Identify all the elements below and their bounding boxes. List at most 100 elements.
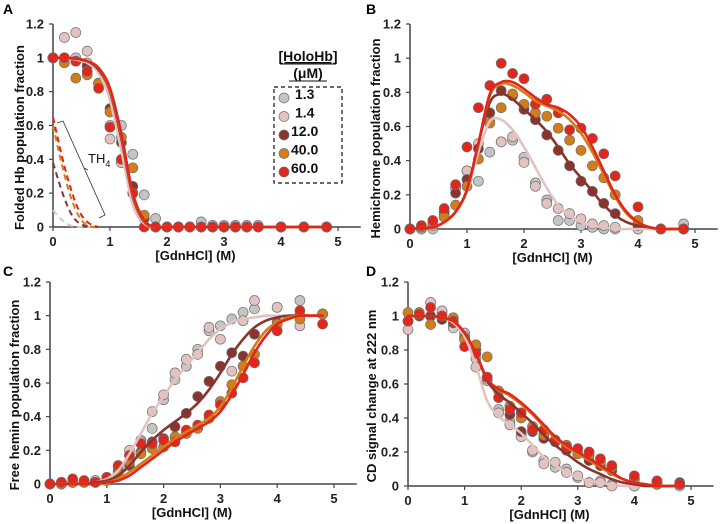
- data-point-60.0: [674, 478, 686, 490]
- y-tick-label: 0.4: [26, 152, 45, 167]
- y-tick-label: 1: [37, 50, 44, 65]
- x-tick-label: 2: [518, 493, 525, 508]
- data-point-60.0: [317, 318, 328, 330]
- legend-entry-label: 12.0: [291, 123, 318, 139]
- th4-bracket-tick: [83, 167, 89, 171]
- x-tick-label: 5: [687, 493, 694, 508]
- data-point-60.0: [450, 179, 461, 190]
- y-tick-label: 0.2: [26, 186, 44, 201]
- dashed-curve-th4-12.0: [52, 162, 99, 229]
- data-point-1.3: [484, 146, 496, 158]
- y-axis-label: Folded Hb population fraction: [12, 45, 27, 230]
- y-tick-label: 0.6: [26, 118, 44, 133]
- x-tick-label: 3: [220, 234, 227, 249]
- dashed-curve-th4-1.4: [52, 209, 99, 229]
- data-point-40.0: [317, 308, 328, 320]
- dashed-curve-th4-40.0: [52, 125, 99, 229]
- x-tick-label: 4: [631, 493, 639, 508]
- x-tick-label: 3: [574, 493, 581, 508]
- data-point-60.0: [507, 68, 518, 79]
- y-tick-label: 1.2: [383, 17, 401, 32]
- data-point-60.0: [606, 460, 618, 471]
- x-tick-label: 0: [404, 493, 411, 508]
- y-tick-label: 0.6: [383, 119, 401, 134]
- y-tick-label: 0: [37, 220, 44, 235]
- data-point-60.0: [518, 73, 530, 85]
- data-point-1.4: [226, 365, 238, 377]
- y-tick-label: 0.8: [26, 84, 44, 99]
- x-tick-label: 1: [461, 493, 468, 508]
- fit-curve-1.4: [406, 314, 681, 488]
- x-tick-label: 3: [577, 236, 584, 251]
- y-tick-label: 1: [394, 51, 401, 66]
- data-point-1.3: [473, 175, 484, 187]
- data-point-1.3: [127, 148, 139, 160]
- th4-label: TH4: [88, 151, 110, 169]
- legend-marker-1.3: [278, 92, 290, 104]
- data-point-60.0: [564, 124, 575, 136]
- data-point-60.0: [583, 446, 595, 458]
- y-tick-label: 0.8: [23, 342, 41, 357]
- fit-curve-40.0: [48, 314, 324, 486]
- fit-curve-1.4: [48, 314, 324, 486]
- data-point-60.0: [504, 404, 516, 415]
- data-point-60.0: [609, 170, 621, 182]
- data-point-1.4: [81, 45, 93, 57]
- legend-marker-1.4: [278, 111, 290, 122]
- data-point-40.0: [481, 351, 493, 363]
- y-tick-label: 0.6: [381, 377, 399, 392]
- y-tick-label: 0: [34, 477, 41, 492]
- y-axis-label: Free hemin population fraction: [7, 300, 22, 491]
- x-tick-label: 4: [274, 491, 282, 506]
- panel-c: C 0 0.2 0.4 0.6 0.8 1 1.2 0 1 2 3 4 5 [GdnHCl] (M) Free…: [3, 263, 357, 520]
- data-point-1.4: [104, 133, 116, 145]
- data-point-40.0: [575, 145, 587, 156]
- legend-unit: (μM): [293, 65, 323, 81]
- x-tick-label: 4: [634, 236, 642, 251]
- data-point-1.4: [249, 295, 260, 306]
- y-tick-label: 0.4: [383, 153, 402, 168]
- y-axis-label: CD signal change at 222 nm: [364, 310, 379, 483]
- legend-entry-label: 1.3: [295, 86, 315, 102]
- y-tick-label: 0: [392, 479, 399, 494]
- data-point-60.0: [632, 201, 644, 213]
- data-point-60.0: [81, 66, 93, 77]
- legend-box: [273, 86, 343, 184]
- legend-entry-label: 40.0: [291, 142, 318, 158]
- data-point-60.0: [425, 302, 436, 313]
- data-point-60.0: [438, 203, 450, 214]
- legend-marker-60.0: [278, 166, 290, 178]
- x-tick-label: 4: [277, 234, 285, 249]
- x-axis-label: [GdnHCl] (M): [152, 505, 232, 520]
- x-axis-label: [GdnHCl] (M): [155, 248, 235, 263]
- y-tick-label: 0.4: [381, 411, 400, 426]
- data-point-60.0: [294, 305, 306, 316]
- data-point-60.0: [67, 473, 79, 485]
- fit-curve-60.0: [48, 314, 324, 486]
- y-tick-label: 0.8: [383, 85, 401, 100]
- x-tick-label: 3: [217, 491, 224, 506]
- y-tick-label: 0.8: [381, 343, 399, 358]
- x-tick-label: 0: [49, 234, 56, 249]
- data-point-1.4: [530, 180, 541, 192]
- y-axis-label: Hemichrome population fraction: [368, 38, 383, 238]
- y-tick-label: 0.2: [23, 443, 41, 458]
- data-point-60.0: [629, 470, 640, 482]
- y-tick-label: 1: [34, 308, 41, 323]
- x-tick-label: 0: [46, 491, 53, 506]
- data-point-1.3: [138, 189, 150, 201]
- data-point-1.4: [70, 27, 82, 38]
- x-tick-label: 2: [160, 491, 167, 506]
- data-point-40.0: [552, 122, 564, 134]
- fit-curve-60.0: [408, 79, 685, 231]
- y-tick-label: 0.4: [23, 409, 42, 424]
- data-point-12.0: [249, 328, 260, 340]
- legend-marker-40.0: [278, 148, 290, 159]
- y-tick-label: 0: [394, 222, 401, 237]
- fit-curve-12.0: [48, 314, 324, 486]
- data-point-1.3: [146, 423, 158, 434]
- data-point-60.0: [271, 325, 283, 337]
- x-tick-label: 5: [330, 491, 337, 506]
- panel-b: B 0 0.2 0.4 0.6 0.8 1 1.2 0 1 2 3 4 5 [GdnHCl] (M) Hemi…: [366, 1, 718, 265]
